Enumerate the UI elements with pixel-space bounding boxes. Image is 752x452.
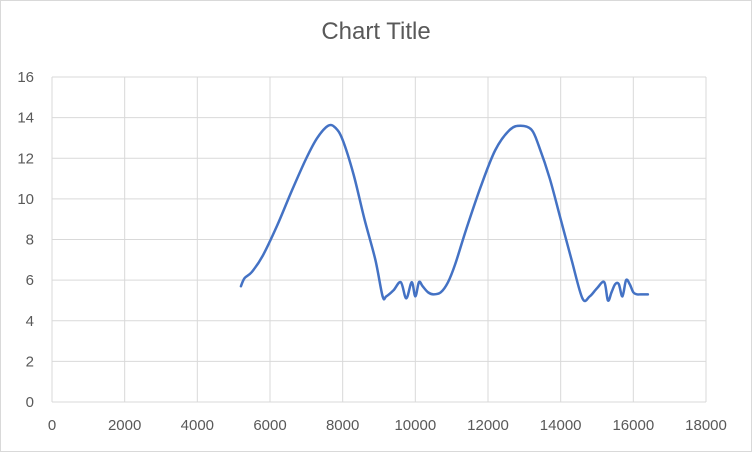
y-tick-label: 14 — [17, 110, 34, 127]
gridlines — [51, 76, 707, 403]
series-layer — [239, 123, 650, 303]
y-tick-label: 4 — [26, 313, 34, 330]
x-tick-label: 18000 — [685, 417, 727, 434]
y-tick-label: 6 — [26, 272, 34, 289]
series-line — [239, 123, 650, 303]
x-tick-label: 0 — [48, 417, 56, 434]
tick-labels: 0 2 4 6 8 10 12 14 16 0 2000 4000 6000 8000 10000 12000… — [17, 69, 727, 434]
chart-title: Chart Title — [321, 18, 431, 45]
x-tick-label: 12000 — [467, 417, 509, 434]
x-tick-label: 10000 — [394, 417, 436, 434]
y-tick-label: 2 — [26, 353, 34, 370]
x-tick-label: 2000 — [108, 417, 141, 434]
x-tick-label: 16000 — [612, 417, 654, 434]
x-tick-label: 6000 — [253, 417, 286, 434]
y-tick-label: 8 — [26, 232, 34, 249]
y-tick-label: 0 — [26, 394, 34, 411]
x-tick-label: 4000 — [181, 417, 214, 434]
x-tick-label: 8000 — [326, 417, 359, 434]
y-tick-label: 16 — [17, 69, 34, 86]
y-tick-label: 10 — [17, 191, 34, 208]
x-tick-label: 14000 — [540, 417, 582, 434]
y-tick-label: 12 — [17, 150, 34, 167]
